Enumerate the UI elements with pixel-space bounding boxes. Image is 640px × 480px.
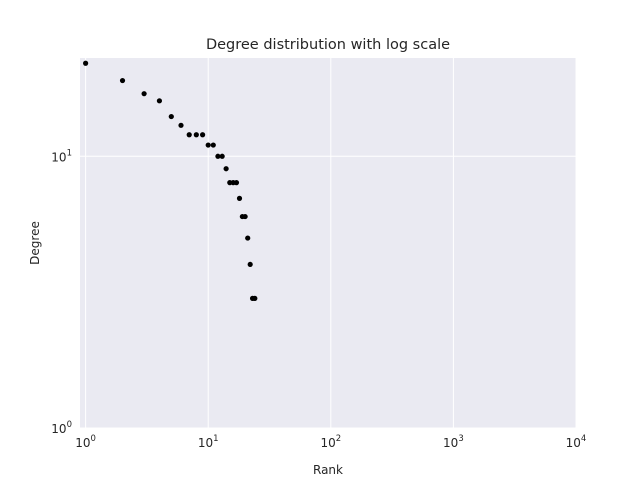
x-tick-label: 101 (198, 434, 219, 450)
data-point (83, 60, 89, 66)
data-point (252, 295, 258, 301)
x-tick-label: 102 (320, 434, 341, 450)
data-point (168, 113, 174, 120)
data-point (245, 235, 251, 241)
data-point (233, 180, 240, 186)
chart-title: Degree distribution with log scale (206, 37, 450, 53)
data-point (210, 142, 216, 148)
x-tick-labels: 100 101 102 103 104 (75, 434, 586, 450)
data-point (141, 91, 147, 97)
data-point (156, 98, 163, 104)
data-point (186, 132, 192, 138)
data-points (83, 60, 258, 301)
x-axis-label: Rank (313, 463, 343, 477)
y-tick-labels: 100 101 (51, 148, 72, 436)
y-axis-label: Degree (28, 221, 42, 265)
x-tick-label: 103 (443, 434, 464, 450)
data-point (223, 166, 229, 172)
y-tick-label: 100 (51, 420, 72, 436)
data-point (205, 142, 211, 148)
data-point (215, 153, 221, 159)
data-point (236, 195, 243, 201)
data-point (199, 132, 206, 138)
y-tick-label: 101 (51, 148, 72, 164)
grid-lines (80, 58, 577, 429)
x-tick-label: 104 (566, 434, 587, 450)
x-tick-label: 100 (75, 434, 96, 450)
data-point (247, 261, 253, 268)
plot-area (80, 58, 576, 428)
data-point (178, 122, 184, 128)
data-point (193, 132, 199, 138)
data-point (119, 77, 126, 84)
data-point (242, 213, 248, 220)
data-point (219, 153, 225, 159)
